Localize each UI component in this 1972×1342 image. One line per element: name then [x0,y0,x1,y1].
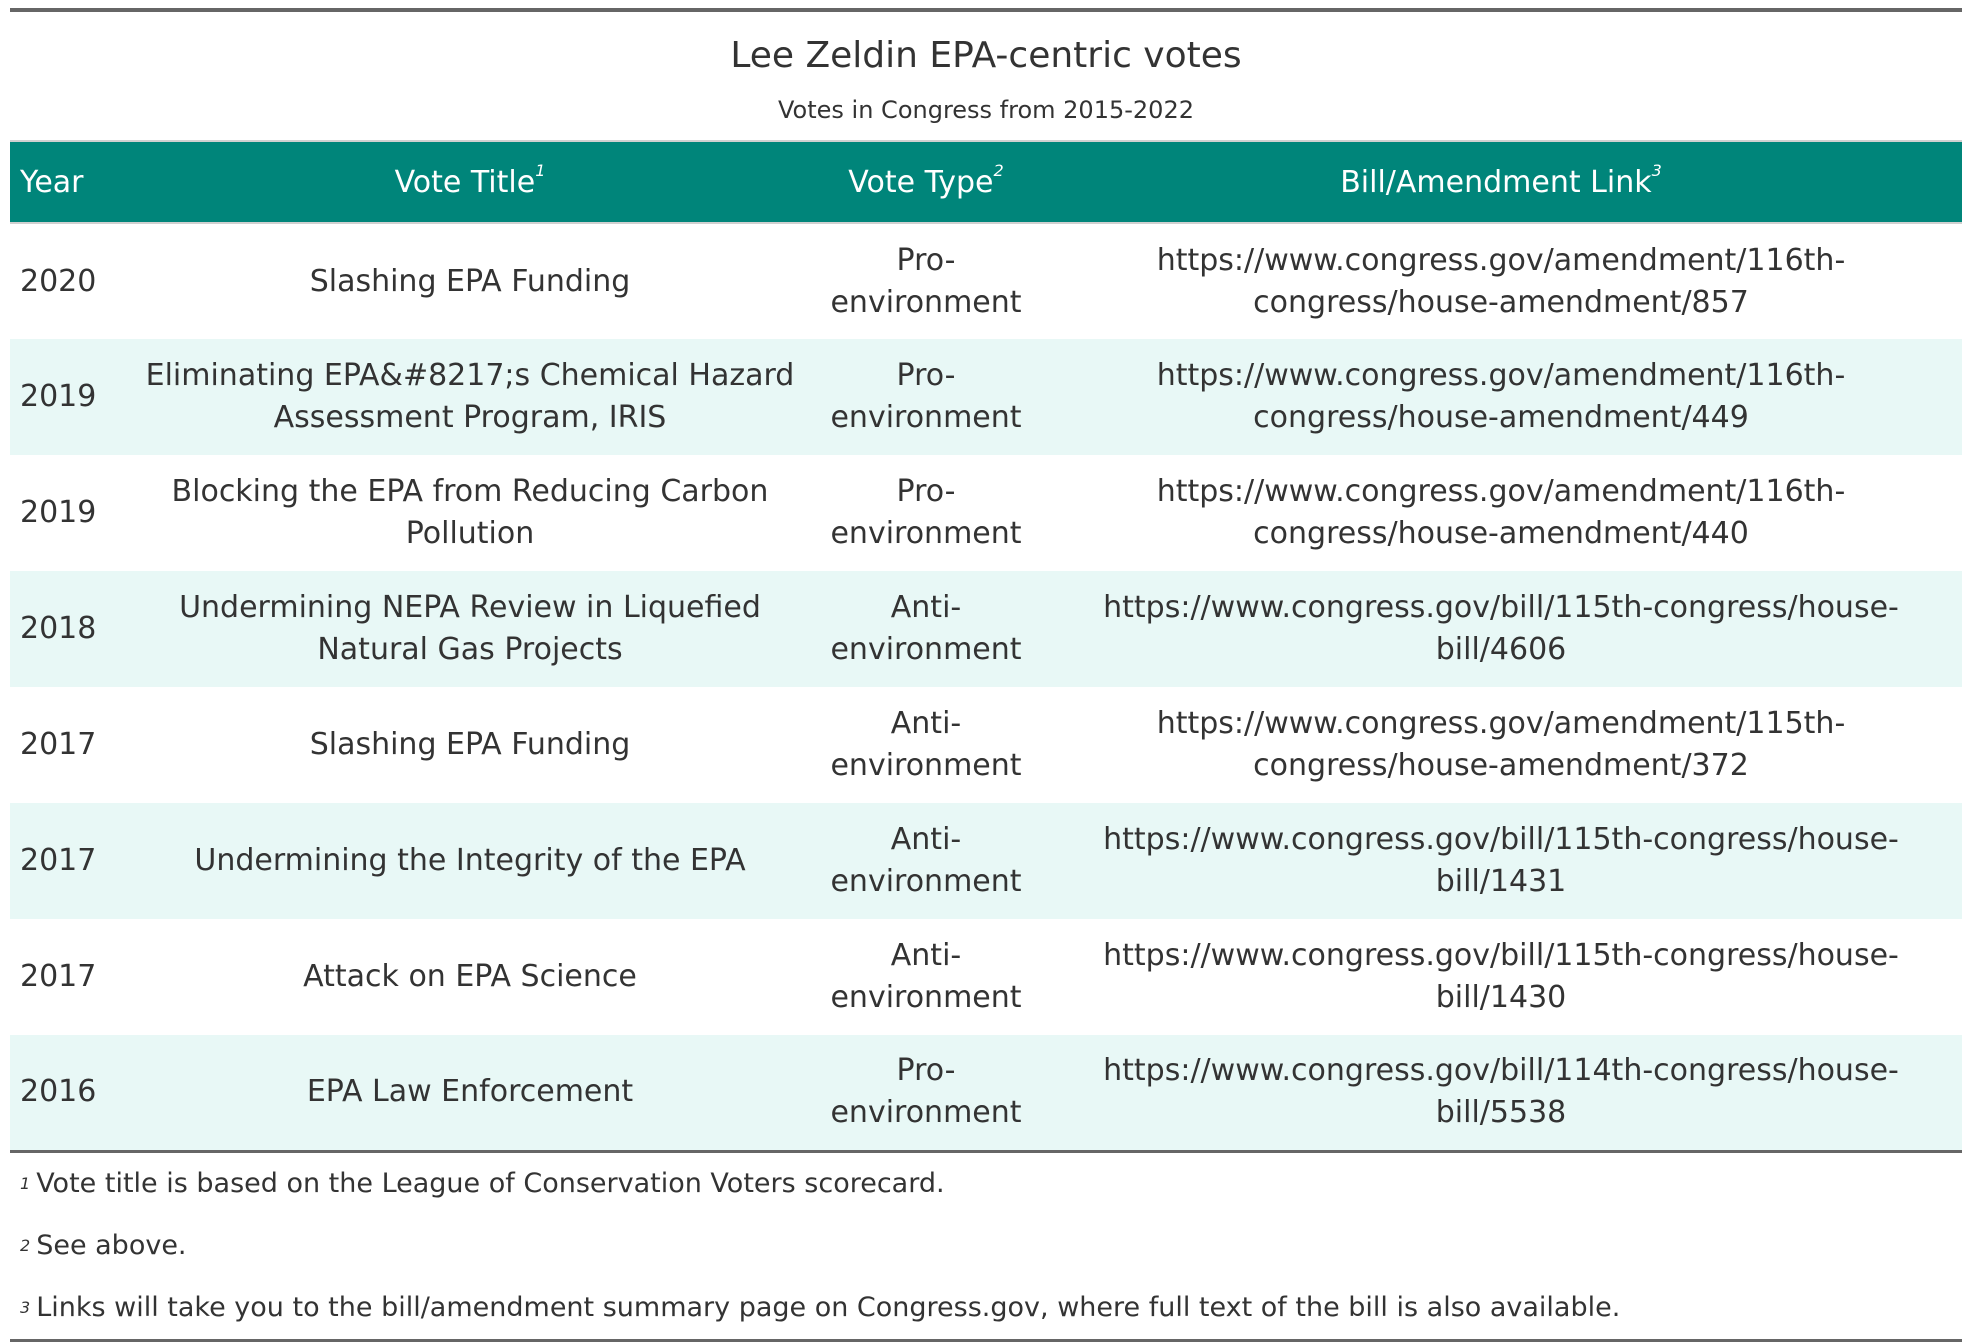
footnote-marker-2: 2 [993,160,1004,180]
table-row: 2020 Slashing EPA Funding Pro-environmen… [10,223,1962,339]
cell-link[interactable]: https://www.congress.gov/amendment/116th… [1156,474,1846,551]
cell-link[interactable]: https://www.congress.gov/amendment/116th… [1156,358,1846,435]
table-subtitle: Votes in Congress from 2015-2022 [778,96,1194,124]
header-vote-type: Vote Type2 [812,140,1040,224]
table-row: 2019 Eliminating EPA&#8217;s Chemical Ha… [10,339,1962,455]
footnote-1-text: Vote title is based on the League of Con… [36,1168,945,1199]
footnote-marker-3: 3 [1651,160,1662,180]
cell-year: 2016 [10,1035,128,1153]
header-link: Bill/Amendment Link3 [1040,140,1962,224]
cell-link[interactable]: https://www.congress.gov/amendment/116th… [1156,242,1846,320]
cell-year: 2017 [20,727,97,762]
cell-vote-type: Anti-environment [830,822,1022,899]
footnotes: 1 Vote title is based on the League of C… [10,1153,1962,1339]
cell-year: 2017 [20,959,97,994]
header-link-label: Bill/Amendment Link [1340,164,1652,200]
header-vote-title: Vote Title1 [128,140,812,224]
cell-link[interactable]: https://www.congress.gov/bill/114th-cong… [1040,1035,1962,1153]
cell-vote-type: Pro-environment [830,242,1022,320]
table-row: 2017 Undermining the Integrity of the EP… [10,803,1962,919]
cell-vote-type: Pro-environment [830,474,1022,551]
votes-table-container: Lee Zeldin EPA-centric votes Votes in Co… [10,8,1962,1342]
cell-year: 2020 [20,263,97,299]
table-row: 2016 EPA Law Enforcement Pro-environment… [10,1035,1962,1153]
cell-vote-title: EPA Law Enforcement [128,1035,812,1153]
cell-vote-title: Slashing EPA Funding [309,727,631,762]
footnote-2-text: See above. [36,1230,187,1261]
cell-vote-type: Anti-environment [830,590,1022,667]
cell-vote-type: Pro-environment [812,1035,1040,1153]
header-row: Year Vote Title1 Vote Type2 Bill/Amendme… [10,140,1962,224]
table-row: 2017 Slashing EPA Funding Anti-environme… [10,687,1962,803]
cell-vote-title: Undermining NEPA Review in Liquefied Nat… [179,590,761,667]
footnote-2: 2 See above. [20,1230,187,1261]
footnote-3-text: Links will take you to the bill/amendmen… [36,1292,1621,1323]
cell-link[interactable]: https://www.congress.gov/bill/115th-cong… [1103,822,1899,899]
cell-link[interactable]: https://www.congress.gov/bill/115th-cong… [1103,590,1899,667]
top-rule [10,8,1962,12]
cell-link[interactable]: https://www.congress.gov/bill/115th-cong… [1103,938,1899,1015]
cell-vote-type: Anti-environment [830,706,1022,783]
cell-vote-title: Blocking the EPA from Reducing Carbon Po… [171,474,769,551]
cell-year: 2019 [20,495,97,530]
header-vote-title-label: Vote Title [394,164,536,200]
table-title: Lee Zeldin EPA-centric votes [730,35,1242,76]
cell-year: 2018 [20,611,97,646]
footnote-3: 3 Links will take you to the bill/amendm… [20,1292,1621,1323]
cell-year: 2019 [20,379,97,414]
table-row: 2019 Blocking the EPA from Reducing Carb… [10,455,1962,571]
cell-year: 2017 [20,843,97,878]
cell-vote-type: Anti-environment [830,938,1022,1015]
cell-vote-title: Slashing EPA Funding [309,263,631,299]
table-header: Year Vote Title1 Vote Type2 Bill/Amendme… [10,140,1962,224]
table-row: 2018 Undermining NEPA Review in Liquefie… [10,571,1962,687]
footnote-marker-1: 1 [535,160,546,180]
header-year: Year [10,140,128,224]
cell-vote-type: Pro-environment [830,358,1022,435]
table-body: 2020 Slashing EPA Funding Pro-environmen… [10,223,1962,1153]
cell-vote-title: Attack on EPA Science [303,959,637,994]
bottom-rule [10,1338,1962,1342]
cell-vote-title: Eliminating EPA&#8217;s Chemical Hazard … [145,358,795,435]
footnote-1: 1 Vote title is based on the League of C… [20,1168,945,1199]
cell-link[interactable]: https://www.congress.gov/amendment/115th… [1156,706,1846,783]
cell-vote-title: Undermining the Integrity of the EPA [194,843,746,878]
votes-table: Year Vote Title1 Vote Type2 Bill/Amendme… [10,140,1962,1153]
table-row: 2017 Attack on EPA Science Anti-environm… [10,919,1962,1035]
header-vote-type-label: Vote Type [848,164,994,200]
header-year-label: Year [20,164,84,200]
